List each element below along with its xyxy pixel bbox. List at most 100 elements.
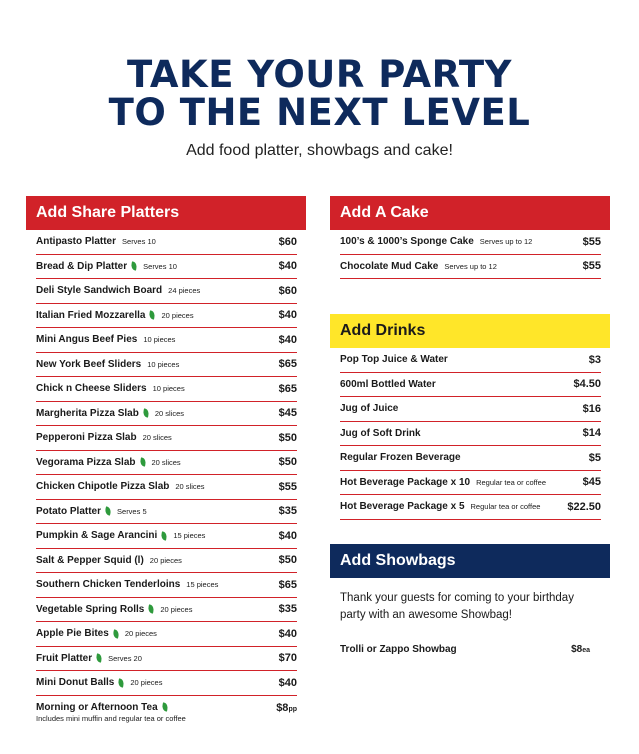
menu-row: Salt & Pepper Squid (l) 20 pieces $50 bbox=[36, 549, 297, 573]
vegetarian-leaf-icon bbox=[111, 629, 120, 639]
item-price: $55 bbox=[582, 235, 601, 248]
item-name: Fruit Platter bbox=[36, 652, 93, 664]
item-name: Pop Top Juice & Water bbox=[340, 354, 448, 366]
drinks-heading: Add Drinks bbox=[330, 314, 610, 348]
menu-row: Mini Angus Beef Pies 10 pieces $40 bbox=[36, 328, 297, 353]
menu-row: Chick n Cheese Sliders 10 pieces $65 bbox=[36, 377, 297, 402]
item-note: Serves 10 bbox=[122, 237, 156, 247]
item-price: $40 bbox=[278, 260, 297, 273]
item-price: $40 bbox=[278, 309, 297, 322]
item-name: Hot Beverage Package x 5 bbox=[340, 501, 465, 513]
item-price: $65 bbox=[278, 578, 297, 591]
cake-list: 100’s & 1000’s Sponge Cake Serves up to 1… bbox=[330, 230, 610, 279]
menu-row: Fruit Platter Serves 20 $70 bbox=[36, 647, 297, 671]
item-price: $65 bbox=[278, 358, 297, 371]
vegetarian-leaf-icon bbox=[104, 506, 112, 516]
item-name: Southern Chicken Tenderloins bbox=[36, 579, 181, 591]
item-name: Pepperoni Pizza Slab bbox=[36, 432, 137, 444]
menu-row: 100’s & 1000’s Sponge Cake Serves up to 1… bbox=[340, 230, 601, 255]
menu-row: Hot Beverage Package x 5 Regular tea or c… bbox=[340, 495, 601, 520]
drinks-section: Add Drinks Pop Top Juice & Water $3 600ml … bbox=[330, 314, 610, 520]
share-platters-list: Antipasto Platter Serves 10 $60 Bread & Dip… bbox=[26, 230, 306, 696]
item-price: $50 bbox=[278, 456, 297, 469]
menu-row: Potato Platter Serves 5 $35 bbox=[36, 500, 297, 524]
menu-row: Pepperoni Pizza Slab 20 slices $50 bbox=[36, 426, 297, 451]
menu-row: Hot Beverage Package x 10 Regular tea or … bbox=[340, 471, 601, 495]
vegetarian-leaf-icon bbox=[141, 408, 150, 418]
item-note: 20 slices bbox=[175, 482, 205, 492]
cake-heading: Add A Cake bbox=[330, 196, 610, 230]
item-note: Includes mini muffin and regular tea or … bbox=[36, 713, 186, 723]
item-price: $45 bbox=[278, 407, 297, 420]
item-price: $40 bbox=[278, 333, 297, 346]
item-note: Serves up to 12 bbox=[479, 237, 533, 247]
item-price: $14 bbox=[582, 427, 601, 440]
item-price: $50 bbox=[278, 554, 297, 567]
item-note: 20 pieces bbox=[124, 629, 157, 639]
item-note: 20 pieces bbox=[161, 310, 194, 320]
item-price: $70 bbox=[278, 652, 297, 665]
item-name: Italian Fried Mozzarella bbox=[36, 309, 146, 321]
showbags-description: Thank your guests for coming to your bir… bbox=[340, 592, 574, 621]
headline-line-1: TAKE YOUR PARTY bbox=[127, 53, 512, 96]
menu-row: Jug of Juice $16 bbox=[340, 397, 601, 422]
item-note: Regular tea or coffee bbox=[470, 502, 541, 512]
item-price: $35 bbox=[278, 603, 297, 616]
menu-row: Deli Style Sandwich Board 24 pieces $60 bbox=[36, 279, 297, 304]
item-note: Regular tea or coffee bbox=[476, 477, 546, 487]
menu-row: Bread & Dip Platter Serves 10 $40 bbox=[36, 255, 297, 279]
menu-row: New York Beef Sliders 10 pieces $65 bbox=[36, 353, 297, 377]
item-name: Chick n Cheese Sliders bbox=[36, 383, 147, 395]
vegetarian-leaf-icon bbox=[95, 653, 104, 663]
item-name: Margherita Pizza Slab bbox=[36, 407, 139, 419]
item-note: 20 slices bbox=[142, 433, 172, 443]
item-price: $55 bbox=[278, 480, 297, 493]
item-note: Serves up to 12 bbox=[444, 261, 497, 271]
item-price: $4.50 bbox=[573, 378, 601, 391]
item-note: Serves 20 bbox=[108, 653, 142, 663]
share-platters-heading: Add Share Platters bbox=[26, 196, 306, 230]
item-name: Bread & Dip Platter bbox=[36, 260, 128, 272]
showbag-row: Trolli or Zappo Showbag $8ea bbox=[330, 624, 610, 655]
item-note: 20 pieces bbox=[149, 555, 182, 565]
item-price: $8ea bbox=[571, 644, 590, 655]
item-name: Potato Platter bbox=[36, 505, 102, 517]
vegetarian-leaf-icon bbox=[130, 261, 139, 271]
menu-row: Italian Fried Mozzarella 20 pieces $40 bbox=[36, 304, 297, 328]
item-note: 20 pieces bbox=[160, 604, 193, 614]
item-name: Pumpkin & Sage Arancini bbox=[36, 530, 158, 542]
menu-row: Chicken Chipotle Pizza Slab 20 slices $55 bbox=[36, 475, 297, 500]
vegetarian-leaf-icon bbox=[138, 457, 147, 467]
item-price: $60 bbox=[278, 284, 297, 297]
share-platters-section: Add Share Platters Antipasto Platter Serv… bbox=[26, 196, 306, 726]
showbags-heading: Add Showbags bbox=[330, 544, 610, 578]
item-name: Trolli or Zappo Showbag bbox=[340, 644, 457, 655]
item-name: Jug of Juice bbox=[340, 403, 399, 415]
item-note: 15 pieces bbox=[186, 580, 219, 590]
menu-row: Chocolate Mud Cake Serves up to 12 $55 bbox=[340, 255, 601, 279]
item-note: 10 pieces bbox=[152, 384, 185, 394]
item-name: Hot Beverage Package x 10 bbox=[340, 476, 471, 488]
item-name: Apple Pie Bites bbox=[36, 628, 109, 640]
item-name: Vegorama Pizza Slab bbox=[36, 456, 136, 468]
menu-row: Apple Pie Bites 20 pieces $40 bbox=[36, 622, 297, 647]
headline-line-2: TO THE NEXT LEVEL bbox=[108, 91, 531, 134]
subtitle: Add food platter, showbags and cake! bbox=[186, 142, 453, 159]
item-name: Chocolate Mud Cake bbox=[340, 260, 439, 272]
item-name: Mini Angus Beef Pies bbox=[36, 334, 138, 346]
menu-row-tea: Morning or Afternoon Tea Includes mini m… bbox=[36, 696, 297, 726]
item-price: $22.50 bbox=[567, 500, 601, 513]
item-price: $65 bbox=[278, 382, 297, 395]
vegetarian-leaf-icon bbox=[160, 702, 169, 712]
menu-row: Southern Chicken Tenderloins 15 pieces $65 bbox=[36, 573, 297, 598]
item-note: Serves 5 bbox=[117, 506, 147, 516]
vegetarian-leaf-icon bbox=[148, 310, 157, 320]
item-price: $50 bbox=[278, 431, 297, 444]
item-name: Regular Frozen Beverage bbox=[340, 452, 461, 464]
item-name: Vegetable Spring Rolls bbox=[36, 603, 145, 615]
item-name: Deli Style Sandwich Board bbox=[36, 285, 163, 297]
menu-row: Mini Donut Balls 20 pieces $40 bbox=[36, 671, 297, 696]
item-note: 15 pieces bbox=[173, 531, 206, 541]
menu-row: Vegorama Pizza Slab 20 slices $50 bbox=[36, 451, 297, 475]
item-name: 600ml Bottled Water bbox=[340, 378, 436, 390]
